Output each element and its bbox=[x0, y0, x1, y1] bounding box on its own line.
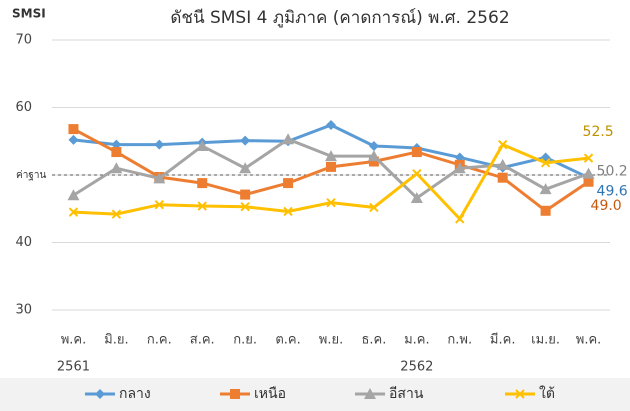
marker bbox=[111, 209, 122, 219]
marker bbox=[68, 134, 79, 145]
marker bbox=[496, 158, 509, 170]
marker bbox=[369, 202, 379, 213]
marker bbox=[240, 202, 250, 212]
x-tick-label: พ.ค. bbox=[576, 333, 602, 348]
x-tick-label: ต.ค. bbox=[275, 333, 300, 348]
marker bbox=[515, 389, 525, 399]
marker bbox=[110, 162, 123, 174]
x-tick-label: พ.ย. bbox=[319, 333, 343, 348]
marker bbox=[497, 139, 508, 150]
x-tick-label: ก.ค. bbox=[147, 333, 172, 348]
marker bbox=[154, 199, 165, 210]
y-tick-label: 70 bbox=[15, 33, 32, 48]
marker bbox=[153, 172, 166, 184]
marker bbox=[583, 153, 594, 163]
x-tick-label: เม.ย. bbox=[531, 333, 560, 348]
marker bbox=[540, 205, 551, 216]
marker bbox=[326, 161, 336, 172]
marker bbox=[240, 189, 251, 200]
chart-title: ดัชนี SMSI 4 ภูมิภาค (คาดการณ์) พ.ศ. 256… bbox=[170, 8, 509, 28]
marker bbox=[196, 139, 209, 151]
marker bbox=[154, 139, 165, 150]
x-tick-label: พ.ค. bbox=[61, 333, 87, 348]
y-axis-label: SMSI bbox=[12, 7, 46, 21]
data-label: 50.2 bbox=[597, 164, 628, 180]
x-tick-label: ก.ย. bbox=[233, 333, 257, 348]
marker bbox=[367, 150, 380, 162]
marker bbox=[583, 176, 594, 187]
marker bbox=[412, 168, 422, 179]
marker bbox=[68, 124, 79, 135]
y-tick-label: 40 bbox=[15, 235, 32, 250]
marker bbox=[95, 389, 105, 399]
marker bbox=[283, 178, 294, 189]
marker bbox=[368, 140, 379, 151]
marker bbox=[197, 201, 207, 211]
marker bbox=[326, 120, 336, 131]
marker bbox=[364, 388, 376, 399]
x-tick-label: มี.ค. bbox=[490, 332, 516, 348]
baseline-label-bg bbox=[14, 167, 50, 181]
marker bbox=[67, 189, 80, 201]
marker bbox=[368, 156, 379, 167]
legend-label: เหนือ bbox=[254, 386, 286, 402]
marker bbox=[240, 135, 251, 146]
x-tick-label: ม.ค. bbox=[404, 333, 430, 348]
marker bbox=[453, 162, 466, 174]
marker bbox=[326, 197, 336, 208]
legend-label: กลาง bbox=[119, 386, 151, 402]
x-tick-label: ส.ค. bbox=[190, 333, 215, 348]
data-label: 49.0 bbox=[591, 198, 622, 214]
marker bbox=[68, 207, 79, 217]
year-label: 2562 bbox=[400, 360, 433, 375]
marker bbox=[497, 172, 508, 183]
marker bbox=[111, 147, 122, 158]
marker bbox=[411, 147, 422, 158]
marker bbox=[410, 191, 423, 203]
marker bbox=[582, 167, 595, 179]
data-label: 49.6 bbox=[597, 184, 628, 200]
x-tick-label: มิ.ย. bbox=[104, 333, 128, 348]
marker bbox=[283, 206, 293, 217]
marker bbox=[540, 158, 551, 168]
marker bbox=[197, 178, 208, 189]
y-tick-label: 60 bbox=[15, 100, 32, 115]
marker bbox=[455, 214, 465, 224]
marker bbox=[539, 183, 552, 195]
marker bbox=[230, 389, 240, 399]
legend-label: อีสาน bbox=[389, 386, 424, 402]
baseline-label: ค่าฐาน bbox=[16, 170, 46, 181]
x-tick-label: ก.พ. bbox=[447, 333, 472, 348]
marker bbox=[325, 150, 337, 162]
data-label: 52.5 bbox=[583, 124, 614, 140]
legend-label: ใต้ bbox=[539, 385, 555, 402]
x-tick-label: ธ.ค. bbox=[361, 333, 386, 348]
marker bbox=[282, 133, 295, 145]
marker bbox=[239, 162, 252, 174]
year-label: 2561 bbox=[57, 360, 90, 375]
y-tick-label: 30 bbox=[15, 303, 32, 318]
